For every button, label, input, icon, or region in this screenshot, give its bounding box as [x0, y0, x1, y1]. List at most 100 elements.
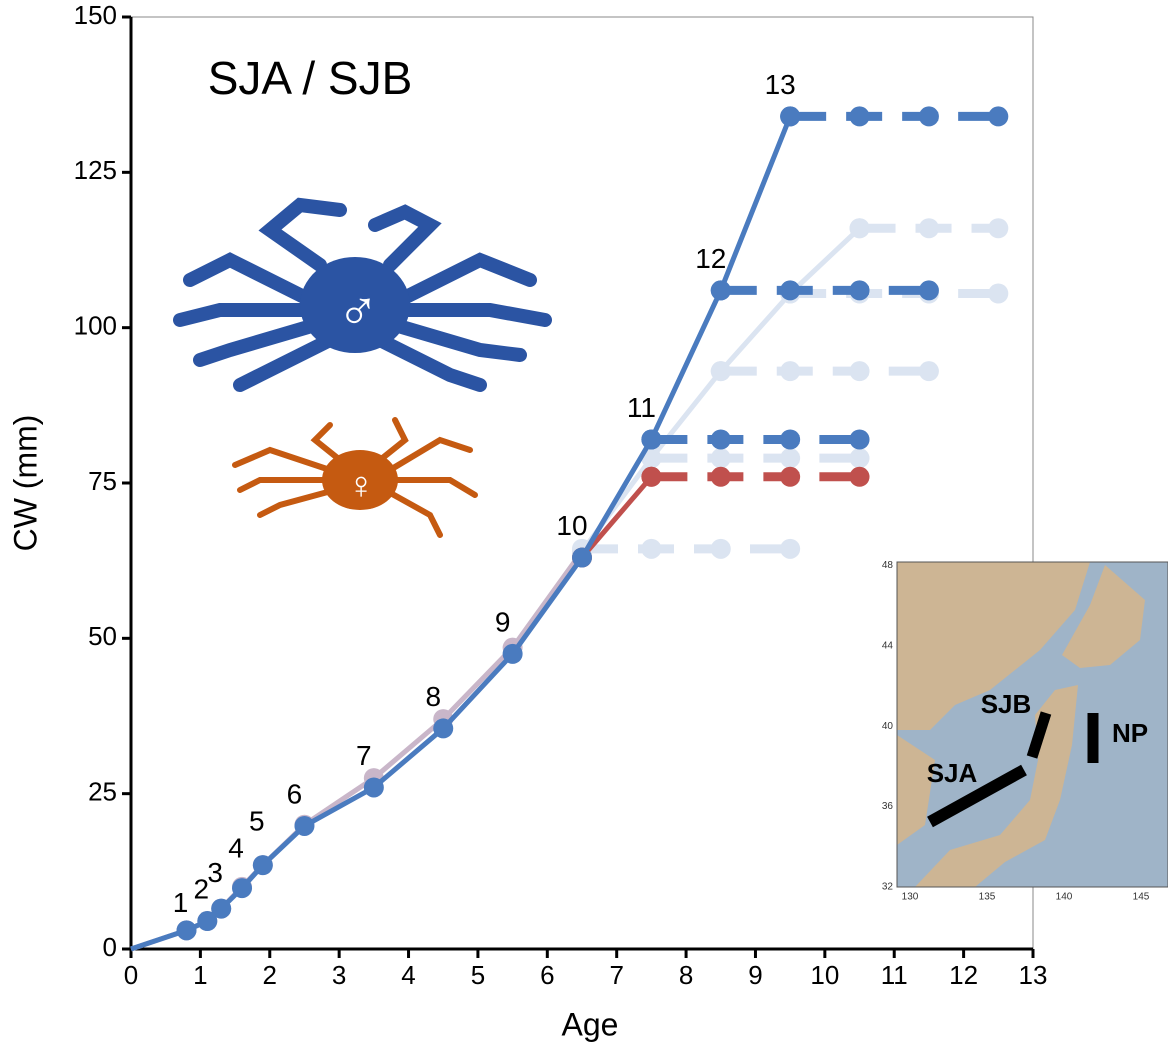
point: [918, 280, 939, 301]
x-tick-label: 1: [193, 960, 207, 990]
x-tick-label: 9: [748, 960, 762, 990]
series: [849, 218, 1009, 239]
series: [641, 466, 870, 487]
point: [710, 466, 731, 487]
y-axis-label: CW (mm): [7, 415, 43, 552]
map-x-tick-label: 130: [902, 892, 919, 903]
instar-label: 7: [356, 740, 372, 771]
instar-label: 8: [425, 681, 441, 712]
point: [849, 429, 870, 450]
instar-label: 2: [194, 873, 210, 904]
map-y-tick-label: 44: [882, 640, 894, 651]
point: [780, 448, 801, 469]
instar-label: 10: [556, 510, 587, 541]
point: [988, 218, 1009, 239]
x-tick-label: 8: [679, 960, 693, 990]
x-tick-label: 11: [881, 960, 908, 990]
instar-label: 9: [495, 606, 511, 637]
y-tick-label: 75: [88, 466, 117, 496]
instar-label: 1: [173, 887, 189, 918]
point: [988, 283, 1009, 304]
point: [918, 218, 939, 239]
point: [849, 106, 870, 127]
instar-label: 5: [249, 806, 265, 837]
male-symbol: ♂: [337, 279, 379, 342]
point: [294, 815, 315, 836]
map-land: [1062, 565, 1145, 668]
point: [232, 878, 253, 899]
x-axis-label: Age: [562, 1006, 619, 1042]
point: [849, 218, 870, 239]
x-tick-label: 4: [401, 960, 415, 990]
point: [710, 429, 731, 450]
inset-map: SJB SJA NP 130 135 140 145 32 36 40 44 48: [882, 560, 1168, 903]
point: [252, 855, 273, 876]
point: [502, 643, 523, 664]
plot-area: [122, 15, 1035, 958]
point: [780, 106, 801, 127]
x-tick-label: 2: [263, 960, 277, 990]
point: [363, 777, 384, 798]
map-frame: [896, 561, 1168, 888]
point: [641, 429, 662, 450]
growth-line: [130, 115, 793, 952]
point: [211, 898, 232, 919]
sja-line: [927, 764, 1027, 828]
series: [780, 106, 1009, 127]
map-x-tick-label: 135: [979, 892, 996, 903]
point: [710, 280, 731, 301]
point: [641, 448, 662, 469]
instar-label: 6: [287, 778, 303, 809]
map-label: NP: [1112, 718, 1148, 748]
y-tick-label: 100: [74, 311, 117, 341]
point: [780, 361, 801, 382]
point: [710, 361, 731, 382]
y-tick-label: 50: [88, 621, 117, 651]
point: [641, 538, 662, 559]
map-label: SJB: [981, 689, 1032, 719]
map-x-tick-label: 145: [1133, 892, 1150, 903]
map-label: SJA: [927, 758, 978, 788]
series: [572, 538, 801, 559]
chart-title: SJA / SJB: [208, 52, 413, 104]
point: [572, 547, 592, 568]
point: [849, 280, 870, 301]
series: [641, 448, 870, 469]
point: [918, 361, 939, 382]
x-tick-label: 6: [540, 960, 554, 990]
point: [710, 538, 731, 559]
x-tick-label: 10: [810, 960, 839, 990]
instar-label: 4: [228, 832, 244, 863]
growth-line: [579, 226, 862, 553]
x-tick-label: 13: [1019, 960, 1048, 990]
x-tick-label: 7: [609, 960, 623, 990]
point: [849, 448, 870, 469]
growth-line: [580, 475, 654, 560]
point: [780, 538, 801, 559]
point: [780, 429, 801, 450]
point: [176, 920, 197, 941]
point: [433, 718, 454, 739]
map-y-tick-label: 36: [882, 801, 894, 812]
point: [710, 448, 731, 469]
map-land: [897, 735, 935, 845]
point: [780, 280, 801, 301]
map-y-tick-label: 48: [882, 560, 894, 571]
series: [130, 106, 801, 952]
instar-label: 11: [627, 392, 656, 423]
map-y-tick-label: 32: [882, 882, 894, 893]
instar-label: 12: [695, 243, 726, 274]
female-crab-icon: [232, 417, 478, 538]
point: [918, 106, 939, 127]
instar-label: 13: [765, 69, 796, 100]
instar-label: 3: [207, 857, 223, 888]
x-tick-label: 0: [124, 960, 138, 990]
map-x-tick-label: 140: [1056, 892, 1073, 903]
series: [710, 280, 939, 301]
y-tick-label: 0: [103, 932, 117, 962]
male-crab-icon: [173, 197, 552, 392]
point: [849, 361, 870, 382]
y-tick-label: 25: [88, 777, 117, 807]
x-tick-label: 5: [471, 960, 485, 990]
